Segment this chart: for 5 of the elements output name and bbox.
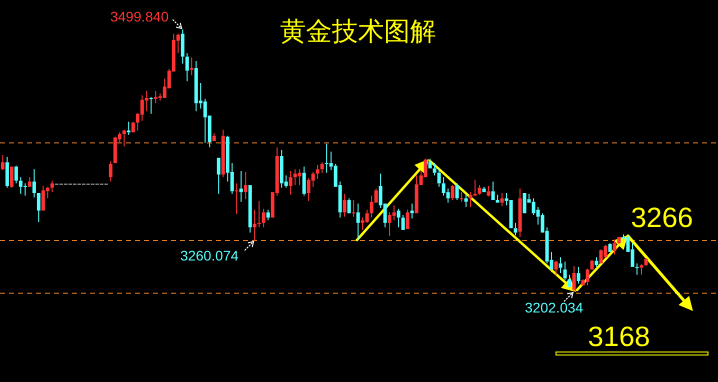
annotation: 3266 xyxy=(630,202,694,233)
chart-title: 黄金技术图解 xyxy=(280,16,436,46)
text: 3168 xyxy=(588,321,650,352)
annotation: 3202.034 xyxy=(524,300,584,316)
annotation: 3260.074 xyxy=(180,247,239,264)
